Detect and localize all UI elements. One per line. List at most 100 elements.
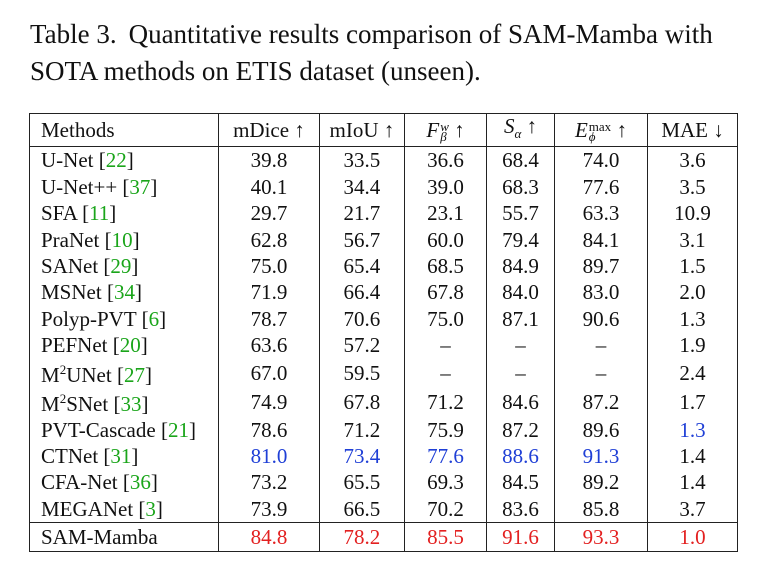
method-superscript: 2 xyxy=(59,362,67,378)
citation-link[interactable]: 20 xyxy=(119,333,141,358)
table-row: PraNet [10] 62.8 56.7 60.0 79.4 84.1 3.1 xyxy=(30,226,738,253)
value-cell: 73.2 xyxy=(218,469,320,496)
table-row: PVT-Cascade [21] 78.6 71.2 75.9 87.2 89.6 1.3 xyxy=(30,416,738,443)
value-cell: 84.6 xyxy=(486,387,555,417)
value-cell: 87.1 xyxy=(486,305,555,332)
value-cell: 89.2 xyxy=(553,469,648,496)
citation-link[interactable]: 11 xyxy=(89,201,110,226)
value-cell: 84.5 xyxy=(486,469,555,496)
value-cell: 59.5 xyxy=(318,358,405,388)
value-cell: 1.7 xyxy=(647,387,738,417)
value-cell: – xyxy=(486,331,555,359)
table-row: MEGANet [3] 73.9 66.5 70.2 83.6 85.8 3.7 xyxy=(30,495,738,523)
method-name: M xyxy=(41,363,60,388)
value-cell: 78.7 xyxy=(218,305,320,332)
method-name-rest: SNet xyxy=(66,392,109,417)
value-cell: 87.2 xyxy=(486,416,555,443)
method-cell: SFA [11] xyxy=(41,201,117,226)
header-mae: MAE ↓ xyxy=(647,113,738,148)
method-cell: MSNet [34] xyxy=(41,280,142,305)
header-mdice: mDice ↑ xyxy=(218,113,320,148)
value-cell-best: 85.5 xyxy=(403,521,487,552)
method-cell: U-Net++ [37] xyxy=(41,174,158,199)
method-cell: PraNet [10] xyxy=(41,227,140,252)
citation-link[interactable]: 37 xyxy=(129,174,151,199)
value-cell: 85.8 xyxy=(553,495,648,523)
table-caption: Table 3. Quantitative results comparison … xyxy=(30,16,736,90)
value-cell: 23.1 xyxy=(403,199,487,227)
value-cell: 57.2 xyxy=(318,331,405,359)
citation-link[interactable]: 21 xyxy=(167,417,189,442)
method-cell: M2UNet [27] xyxy=(41,362,152,388)
value-cell: 89.6 xyxy=(553,416,648,443)
value-cell: 77.6 xyxy=(403,442,487,470)
value-cell: 83.6 xyxy=(486,495,555,523)
value-cell: 3.1 xyxy=(647,226,738,253)
citation-link[interactable]: 29 xyxy=(110,253,132,278)
value-cell: 84.0 xyxy=(486,279,555,306)
method-name: CTNet xyxy=(41,443,99,468)
value-cell: 84.9 xyxy=(486,252,555,280)
table-row-ours: SAM-Mamba 84.8 78.2 85.5 91.6 93.3 1.0 xyxy=(29,521,738,552)
table-row: U-Net [22] 39.8 33.5 36.6 68.4 74.0 3.6 xyxy=(30,146,738,174)
table-body: U-Net [22] 39.8 33.5 36.6 68.4 74.0 3.6 U-Net++… xyxy=(29,146,738,552)
value-cell: 88.6 xyxy=(486,442,555,470)
value-cell: 1.9 xyxy=(647,331,738,359)
citation-link[interactable]: 3 xyxy=(145,496,156,521)
value-cell: 87.2 xyxy=(553,387,648,417)
method-name: PraNet xyxy=(41,227,100,252)
citation-link[interactable]: 33 xyxy=(120,392,142,417)
method-name: PVT-Cascade xyxy=(41,417,156,442)
method-name-rest: UNet xyxy=(66,363,112,388)
value-cell: – xyxy=(553,358,648,388)
method-cell: MEGANet [3] xyxy=(41,496,163,521)
header-methods: Methods xyxy=(29,113,219,148)
method-name: PEFNet xyxy=(41,333,108,358)
value-cell: 63.6 xyxy=(218,331,320,359)
value-cell: 71.9 xyxy=(218,279,320,306)
method-name: MEGANet xyxy=(41,496,134,521)
value-cell: 66.4 xyxy=(318,279,405,306)
value-cell: 75.0 xyxy=(403,305,487,332)
value-cell: 71.2 xyxy=(318,416,405,443)
citation-link[interactable]: 31 xyxy=(110,443,132,468)
value-cell: 67.0 xyxy=(218,358,320,388)
citation-link[interactable]: 34 xyxy=(113,280,135,305)
citation-link[interactable]: 10 xyxy=(111,227,133,252)
citation-link[interactable]: 27 xyxy=(123,363,145,388)
value-cell: 91.3 xyxy=(553,442,648,470)
value-cell: 68.3 xyxy=(486,173,555,200)
value-cell: 74.0 xyxy=(553,146,648,174)
caption-label: Table 3. xyxy=(30,19,117,49)
value-cell: 36.6 xyxy=(403,146,487,174)
method-cell: CFA-Net [36] xyxy=(41,470,158,495)
value-cell: 73.9 xyxy=(218,495,320,523)
citation-link[interactable]: 36 xyxy=(129,470,151,495)
method-name: SFA xyxy=(41,201,77,226)
value-cell: 1.3 xyxy=(647,416,738,443)
header-miou: mIoU ↑ xyxy=(318,113,405,148)
table-row: CTNet [31] 81.0 73.4 77.6 88.6 91.3 1.4 xyxy=(30,442,738,470)
method-cell: PEFNet [20] xyxy=(41,333,148,358)
value-cell: 2.0 xyxy=(647,279,738,306)
citation-link[interactable]: 6 xyxy=(148,306,160,331)
table-row: Polyp-PVT [6] 78.7 70.6 75.0 87.1 90.6 1.3 xyxy=(30,305,738,332)
value-cell: 39.8 xyxy=(218,146,320,174)
citation-link[interactable]: 22 xyxy=(105,148,127,173)
value-cell: – xyxy=(486,358,555,388)
value-cell: 33.5 xyxy=(318,146,405,174)
table-row: SFA [11] 29.7 21.7 23.1 55.7 63.3 10.9 xyxy=(30,199,738,227)
method-name: CFA-Net xyxy=(41,470,118,495)
value-cell: 21.7 xyxy=(318,199,405,227)
caption-text: Quantitative results comparison of SAM-M… xyxy=(30,19,713,86)
value-cell: 81.0 xyxy=(218,442,320,470)
value-cell: 78.6 xyxy=(218,416,320,443)
value-cell: – xyxy=(403,331,487,359)
value-cell: 56.7 xyxy=(318,226,405,253)
table-row: PEFNet [20] 63.6 57.2– – –1.9 xyxy=(30,331,738,359)
table-row: U-Net++ [37] 40.1 34.4 39.0 68.3 77.6 3.5 xyxy=(30,173,738,200)
table-row: SANet [29] 75.0 65.4 68.5 84.9 89.7 1.5 xyxy=(30,252,738,280)
value-cell: 65.4 xyxy=(318,252,405,280)
